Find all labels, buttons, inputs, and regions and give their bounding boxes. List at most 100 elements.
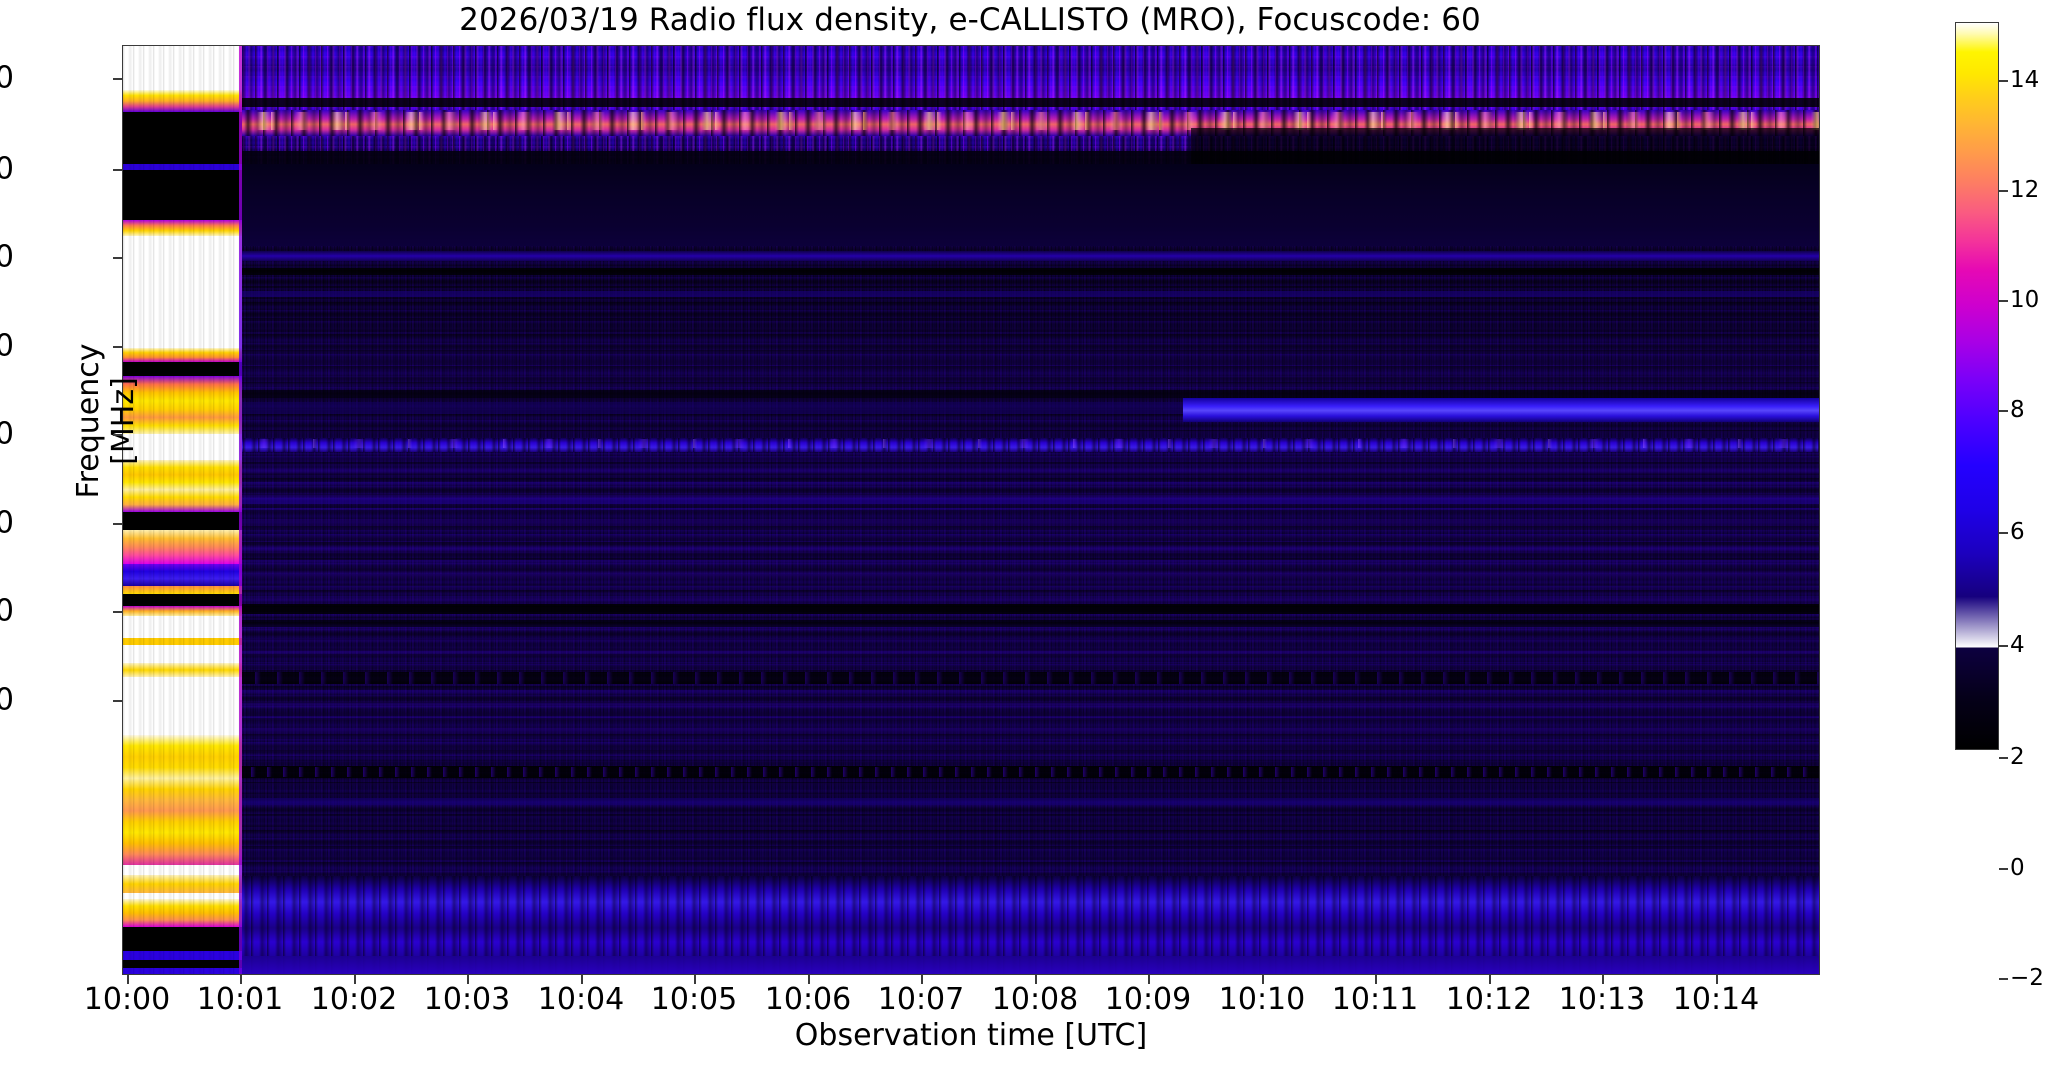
- colorbar-tick-label-12: 12: [2010, 177, 2040, 203]
- x-tick-mark-8: [1035, 975, 1037, 984]
- cal-band-yellow-7: [123, 586, 242, 594]
- y-tick-mark-800: [113, 78, 122, 80]
- spectrogram-plot-area[interactable]: [122, 45, 1820, 975]
- cal-band-yellow-5: [123, 460, 242, 512]
- x-tick-mark-2: [354, 975, 356, 984]
- x-tick-label-1013: 10:13: [1558, 982, 1646, 1017]
- x-tick-label-1002: 10:02: [310, 982, 398, 1017]
- cal-band-yellow-6: [123, 530, 242, 564]
- cal-band-white-8: [123, 893, 242, 899]
- x-tick-label-1009: 10:09: [1104, 982, 1192, 1017]
- cal-band-white-1: [123, 46, 242, 90]
- x-tick-label-1012: 10:12: [1445, 982, 1533, 1017]
- cal-block-time-noise: [123, 46, 242, 974]
- x-tick-mark-12: [1489, 975, 1491, 984]
- cal-band-white-3: [123, 434, 242, 460]
- y-tick-mark-100: [113, 700, 122, 702]
- band-530-pre-onset-faint: [123, 402, 1183, 414]
- rfi-strong-line-775-peaks: [123, 112, 1819, 130]
- cal-band-blue-1: [123, 164, 242, 170]
- line-150: [123, 798, 1819, 805]
- colorbar-tick-mark-8: [1999, 410, 2008, 412]
- colorbar-tick-mark-minus2: [1999, 978, 2008, 980]
- x-tick-label-1011: 10:11: [1331, 982, 1419, 1017]
- rfi-top-dark-notch-1: [123, 98, 1819, 107]
- colorbar-tick-label-0: 0: [2010, 855, 2025, 881]
- cal-band-black-5: [123, 594, 242, 606]
- colorbar-tick-label-6: 6: [2010, 519, 2025, 545]
- x-tick-label-1004: 10:04: [537, 982, 625, 1017]
- x-tick-mark-6: [808, 975, 810, 984]
- x-tick-label-1007: 10:07: [877, 982, 965, 1017]
- cal-band-black-1: [123, 112, 242, 164]
- y-tick-label-300: 300: [0, 505, 14, 541]
- calibration-block: [123, 46, 242, 974]
- x-tick-label-1000: 10:00: [83, 982, 171, 1017]
- colorbar-tick-label-minus2: −2: [2010, 965, 2044, 991]
- x-axis-label: Observation time [UTC]: [794, 1018, 1148, 1053]
- y-tick-label-700: 700: [0, 151, 14, 187]
- y-tick-label-500: 500: [0, 328, 14, 364]
- colorbar[interactable]: [1955, 22, 1999, 750]
- cal-band-white-4: [123, 616, 242, 638]
- dark-line-290: [123, 620, 1819, 627]
- y-tick-label-800: 800: [0, 60, 14, 96]
- cal-band-black-7: [123, 960, 242, 968]
- colorbar-tick-mark-10: [1999, 300, 2008, 302]
- colorbar-tick-label-10: 10: [2010, 287, 2040, 313]
- x-tick-mark-1: [240, 975, 242, 984]
- band-bottom-edge: [123, 956, 1819, 974]
- cal-band-yellow-11: [123, 735, 242, 865]
- page-title: 2026/03/19 Radio flux density, e-CALLIST…: [459, 2, 1481, 38]
- cal-band-blue-3: [123, 951, 242, 960]
- line-655: [123, 251, 1819, 261]
- band-530-onset: [1183, 398, 1819, 422]
- cal-band-black-2: [123, 170, 242, 220]
- x-tick-label-1006: 10:06: [764, 982, 852, 1017]
- y-tick-label-100: 100: [0, 682, 14, 718]
- colorbar-tick-label-4: 4: [2010, 632, 2025, 658]
- cal-band-yellow-4: [123, 376, 242, 434]
- x-tick-label-1001: 10:01: [196, 982, 284, 1017]
- x-tick-label-1010: 10:10: [1218, 982, 1306, 1017]
- x-tick-mark-5: [694, 975, 696, 984]
- cal-band-yellow-1: [123, 90, 242, 112]
- line-170-dash: [123, 767, 1819, 777]
- cal-band-yellow-8: [123, 606, 242, 616]
- dark-line-245-dash: [123, 672, 1819, 684]
- colorbar-tick-mark-2: [1999, 757, 2008, 759]
- y-tick-mark-500: [113, 346, 122, 348]
- cal-band-blue-2: [123, 564, 242, 586]
- x-tick-label-1008: 10:08: [991, 982, 1079, 1017]
- x-tick-mark-10: [1262, 975, 1264, 984]
- colorbar-tick-mark-4: [1999, 645, 2008, 647]
- dark-line-245: [123, 672, 1819, 684]
- x-tick-label-1003: 10:03: [423, 982, 511, 1017]
- cal-block-right-edge: [238, 46, 242, 974]
- cal-band-black-4: [123, 512, 242, 530]
- y-tick-label-400: 400: [0, 416, 14, 452]
- colorbar-tick-mark-12: [1999, 190, 2008, 192]
- x-tick-mark-3: [467, 975, 469, 984]
- y-tick-mark-600: [113, 257, 122, 259]
- colorbar-tick-label-8: 8: [2010, 397, 2025, 423]
- line-485-knots: [123, 439, 1819, 448]
- cal-band-blue-4: [123, 968, 242, 974]
- cal-band-black-6: [123, 927, 242, 951]
- cal-band-yellow-12: [123, 875, 242, 893]
- cal-band-white-7: [123, 865, 242, 875]
- colorbar-tick-mark-6: [1999, 532, 2008, 534]
- cal-band-yellow-10: [123, 663, 242, 677]
- x-tick-mark-7: [921, 975, 923, 984]
- x-tick-mark-4: [581, 975, 583, 984]
- rfi-top-right-attenuation: [1191, 128, 1819, 168]
- x-tick-mark-13: [1602, 975, 1604, 984]
- line-620: [123, 291, 1819, 297]
- x-tick-mark-0: [127, 975, 129, 984]
- colorbar-tick-mark-0: [1999, 868, 2008, 870]
- line-405: [123, 498, 1819, 504]
- dark-line-300: [123, 604, 1819, 614]
- y-tick-label-600: 600: [0, 239, 14, 275]
- band-540-dark-edge: [123, 390, 1819, 398]
- x-tick-mark-9: [1148, 975, 1150, 984]
